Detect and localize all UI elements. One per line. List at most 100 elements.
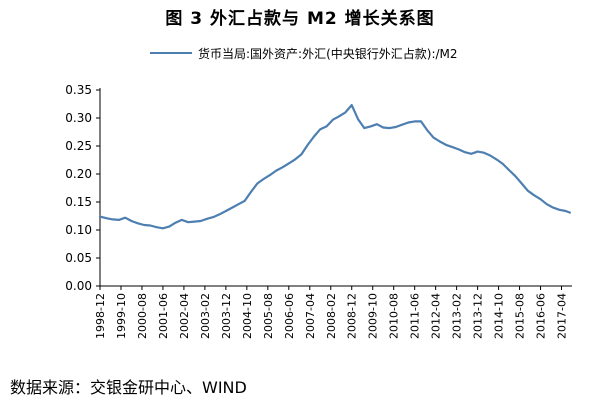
data-point (451, 146, 454, 148)
data-point (181, 219, 183, 221)
data-point (288, 162, 290, 165)
x-tick-label: 2013-02 (451, 293, 464, 339)
data-point (168, 225, 170, 228)
data-point (237, 203, 240, 205)
x-tick-label: 2004-10 (241, 293, 254, 339)
data-point (319, 128, 322, 130)
data-point (470, 153, 473, 155)
data-point (275, 169, 278, 172)
data-point (357, 118, 359, 120)
data-point (344, 111, 347, 114)
x-tick-label: 2012-04 (430, 293, 443, 339)
data-point (350, 104, 353, 106)
data-point (363, 127, 366, 129)
data-point (118, 219, 120, 221)
x-tick-label: 2017-04 (556, 293, 569, 339)
data-point (206, 218, 208, 220)
chart-axes (99, 88, 572, 287)
y-tick-label: 0.00 (65, 279, 92, 293)
legend-swatch (150, 52, 192, 54)
data-point (552, 206, 554, 209)
x-tick-label: 2006-06 (283, 293, 296, 339)
data-point (111, 218, 114, 221)
data-point (99, 215, 101, 218)
data-point (193, 220, 196, 223)
y-tick-label: 0.10 (65, 223, 92, 237)
data-point (445, 144, 447, 146)
data-point (155, 226, 158, 228)
x-tick-label: 1999-10 (115, 293, 128, 339)
y-tick-label: 0.35 (65, 83, 92, 97)
data-point (420, 120, 422, 123)
data-point (313, 135, 315, 138)
data-point (262, 178, 265, 180)
data-point (407, 121, 410, 124)
x-tick-label: 2009-10 (367, 293, 380, 339)
data-point (137, 222, 139, 225)
data-point (401, 123, 403, 126)
data-point (464, 151, 466, 153)
y-axis-ticks: 0.00 0.05 0.10 0.15 0.20 0.25 0.30 0.35 (65, 83, 100, 293)
data-point (569, 211, 571, 214)
data-point (413, 120, 416, 123)
data-point (256, 182, 259, 185)
data-point (376, 123, 378, 125)
data-point (143, 224, 145, 226)
data-point (199, 220, 202, 222)
data-point (432, 136, 435, 139)
data-point (495, 158, 498, 161)
x-tick-label: 2010-08 (388, 293, 401, 339)
data-point (439, 140, 441, 143)
x-tick-label: 1998-12 (94, 293, 107, 339)
data-point (564, 210, 567, 212)
data-point (281, 166, 284, 169)
x-tick-label: 2007-04 (304, 293, 317, 339)
data-point (174, 221, 177, 224)
data-point (546, 203, 548, 205)
data-point (325, 125, 328, 128)
y-tick-label: 0.05 (65, 251, 92, 265)
data-point (533, 194, 535, 197)
data-point (225, 210, 227, 212)
data-point (489, 154, 492, 157)
data-point (332, 118, 334, 121)
data-point (520, 182, 523, 185)
x-tick-label: 2003-02 (199, 293, 212, 339)
data-point (231, 206, 233, 209)
data-point (539, 198, 542, 200)
data-point (382, 126, 385, 129)
x-tick-label: 2015-08 (514, 293, 527, 339)
x-tick-label: 2008-02 (325, 293, 338, 339)
x-tick-label: 2011-06 (409, 293, 422, 339)
data-point (395, 126, 397, 128)
x-tick-label: 2003-12 (220, 293, 233, 339)
data-point (508, 169, 510, 171)
y-tick-label: 0.15 (65, 195, 92, 209)
x-tick-label: 2013-12 (472, 293, 485, 339)
x-tick-label: 2000-08 (136, 293, 149, 339)
data-point (369, 125, 372, 128)
series-group (98, 103, 572, 230)
source-note: 数据来源：交银金研中心、WIND (10, 378, 247, 397)
data-point (527, 190, 529, 192)
data-point (502, 163, 504, 165)
data-point (457, 148, 460, 151)
y-tick-label: 0.20 (65, 167, 92, 181)
x-tick-label: 2008-12 (346, 293, 359, 339)
data-point (250, 191, 252, 193)
data-point (338, 115, 340, 118)
data-point (243, 200, 246, 202)
page-title: 图 3 外汇占款与 M2 增长关系图 (165, 9, 435, 29)
data-point (218, 213, 221, 216)
data-point (483, 151, 485, 154)
legend-label: 货币当局:国外资产:外汇(中央银行外汇占款):/M2 (198, 46, 458, 61)
data-point (149, 224, 152, 227)
x-axis-ticks: 1998-12 1999-10 2000-08 2001-06 2002-04 2003-… (94, 286, 569, 339)
data-point (300, 153, 303, 156)
data-point (212, 216, 215, 218)
data-point (294, 158, 296, 161)
data-point (426, 129, 429, 132)
chart-legend: 货币当局:国外资产:外汇(中央银行外汇占款):/M2 (150, 45, 458, 61)
data-point (124, 216, 126, 219)
